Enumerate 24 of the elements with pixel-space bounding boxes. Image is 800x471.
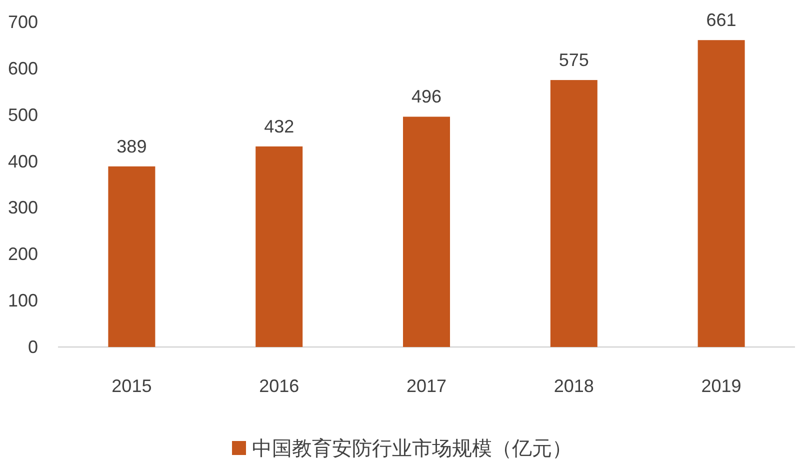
data-label: 496	[411, 86, 442, 107]
y-tick-label: 500	[8, 104, 38, 125]
x-tick-label: 2019	[701, 376, 742, 396]
y-tick-label: 100	[8, 290, 38, 311]
y-tick-label: 0	[28, 337, 38, 357]
data-label: 432	[264, 116, 294, 136]
bar	[108, 166, 156, 347]
data-label: 575	[558, 50, 589, 70]
x-tick-label: 2017	[406, 376, 447, 396]
bar	[550, 80, 598, 347]
bar	[403, 116, 450, 347]
x-tick-label: 2018	[554, 376, 594, 396]
bar	[698, 40, 745, 347]
x-tick-label: 2016	[259, 376, 300, 396]
data-label: 389	[116, 136, 147, 156]
y-tick-label: 300	[8, 198, 38, 218]
x-tick-label: 2015	[112, 376, 152, 396]
y-tick-label: 200	[8, 244, 38, 264]
data-label: 661	[706, 10, 736, 30]
y-tick-label: 600	[8, 58, 38, 78]
y-tick-label: 700	[8, 12, 38, 32]
y-tick-label: 400	[8, 151, 38, 172]
legend-label: 中国教育安防行业市场规模（亿元）	[252, 437, 572, 460]
bar	[256, 146, 303, 347]
